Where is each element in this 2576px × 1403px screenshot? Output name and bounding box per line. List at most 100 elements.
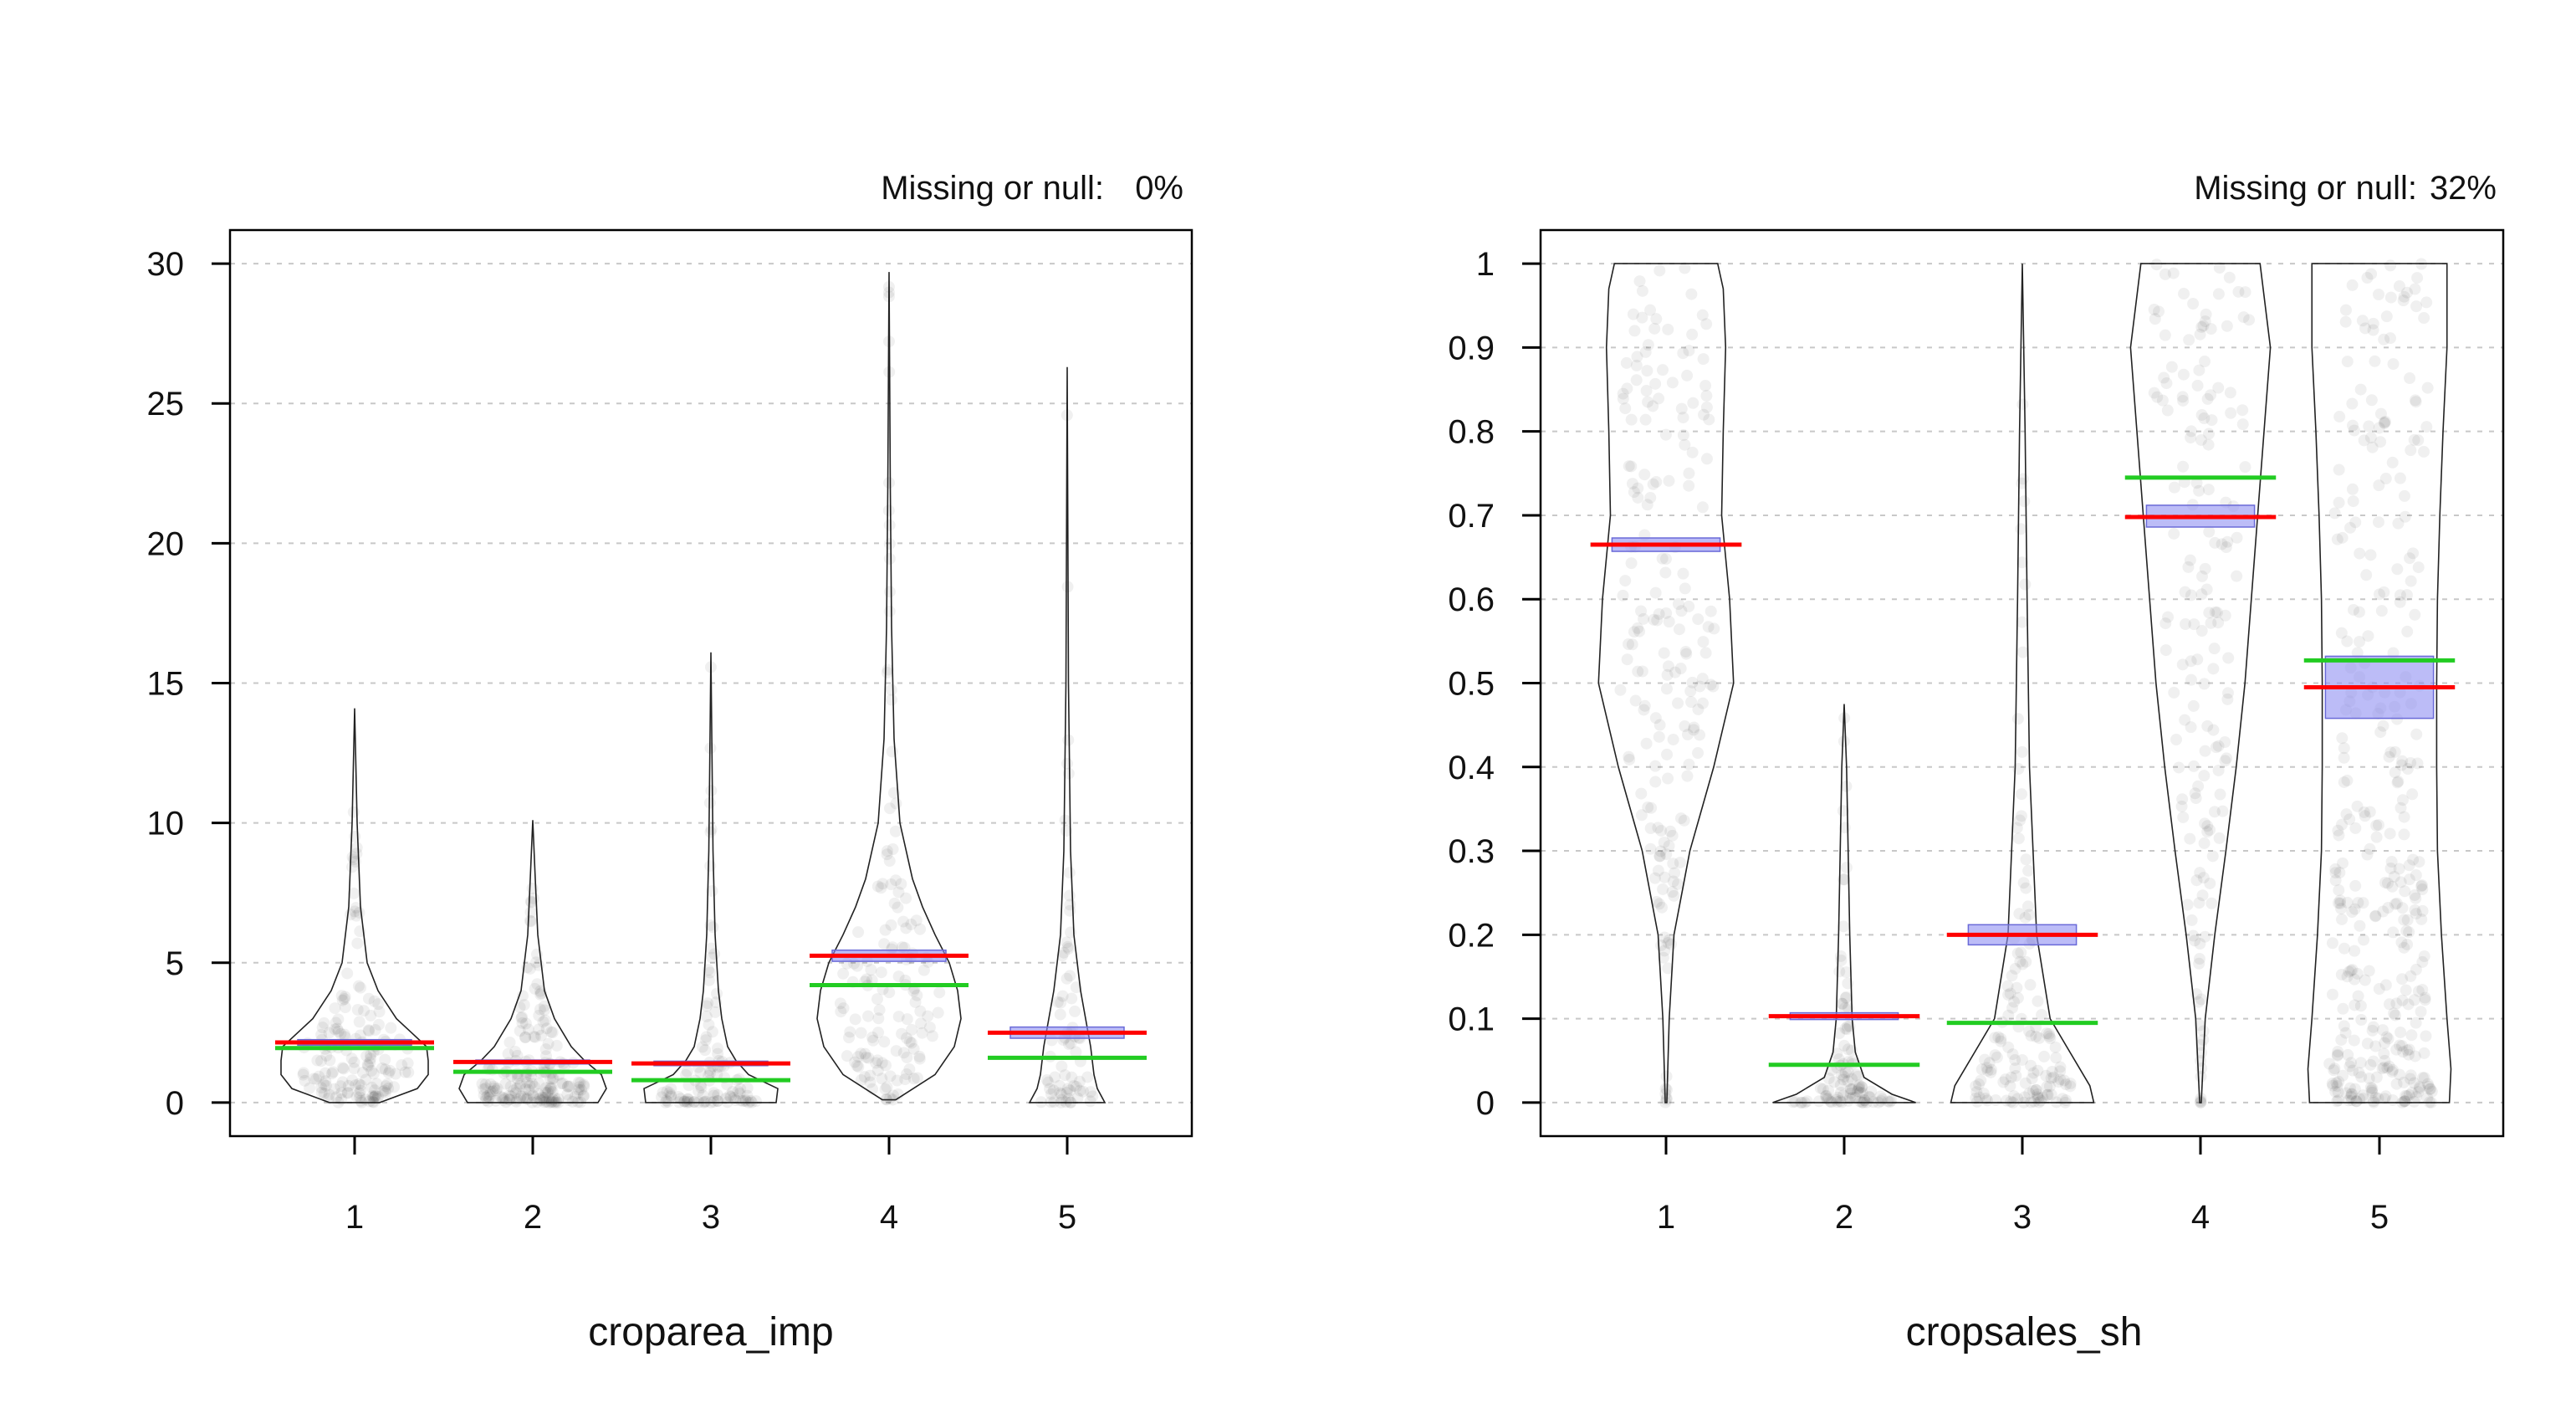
data-point bbox=[2224, 387, 2236, 399]
data-point bbox=[687, 1095, 700, 1108]
data-point bbox=[2176, 391, 2189, 403]
data-point bbox=[889, 874, 902, 887]
data-point bbox=[1842, 1043, 1854, 1056]
data-point bbox=[2195, 408, 2208, 421]
data-point bbox=[1627, 308, 1639, 320]
data-point bbox=[1629, 694, 1642, 707]
data-point bbox=[2162, 611, 2175, 623]
data-point bbox=[1653, 264, 1666, 277]
data-point bbox=[315, 1086, 328, 1098]
data-point bbox=[1997, 1076, 2010, 1088]
data-point bbox=[1055, 1060, 1068, 1073]
data-point bbox=[330, 1091, 343, 1103]
data-point bbox=[1812, 1095, 1825, 1108]
data-point bbox=[338, 993, 350, 1006]
data-point bbox=[2410, 963, 2422, 975]
data-point bbox=[2207, 724, 2220, 736]
data-point bbox=[575, 1083, 587, 1096]
data-point bbox=[2400, 286, 2413, 299]
data-point bbox=[2410, 728, 2423, 740]
data-point bbox=[2329, 874, 2342, 887]
data-point bbox=[2378, 416, 2390, 428]
data-point bbox=[524, 914, 536, 927]
data-point bbox=[350, 1090, 363, 1103]
data-point bbox=[349, 830, 361, 842]
data-point bbox=[1617, 589, 1629, 602]
data-point bbox=[1070, 1080, 1082, 1093]
data-point bbox=[516, 1011, 529, 1023]
data-point bbox=[487, 1085, 499, 1098]
data-point bbox=[2357, 897, 2369, 909]
data-point bbox=[2416, 904, 2429, 917]
data-point bbox=[319, 1067, 331, 1079]
data-point bbox=[2384, 827, 2396, 840]
data-point bbox=[2027, 1084, 2039, 1097]
data-point bbox=[2020, 955, 2032, 968]
data-point bbox=[2025, 1059, 2037, 1072]
data-point bbox=[2195, 588, 2208, 601]
data-point bbox=[2043, 1030, 2056, 1042]
data-point bbox=[2005, 1071, 2017, 1083]
data-point bbox=[2396, 994, 2409, 1006]
x-tick-label: 3 bbox=[702, 1199, 720, 1236]
data-point bbox=[883, 855, 896, 868]
data-point bbox=[369, 1024, 381, 1037]
data-point bbox=[2337, 1069, 2349, 1082]
jitter-points bbox=[834, 280, 946, 1106]
x-tick-label: 2 bbox=[524, 1199, 542, 1236]
data-point bbox=[2377, 905, 2389, 918]
data-point bbox=[1677, 567, 1689, 580]
data-point bbox=[2340, 808, 2353, 821]
data-point bbox=[1056, 990, 1069, 1002]
data-point bbox=[2343, 1060, 2356, 1073]
data-point bbox=[2177, 368, 2190, 381]
data-point bbox=[1837, 735, 1850, 748]
data-point bbox=[661, 1085, 673, 1098]
data-point bbox=[2193, 484, 2205, 497]
data-point bbox=[851, 960, 863, 972]
data-point bbox=[2333, 829, 2345, 842]
data-point bbox=[879, 1083, 892, 1095]
data-point bbox=[1989, 1049, 2001, 1062]
data-point bbox=[2346, 964, 2359, 976]
data-point bbox=[2176, 658, 2189, 671]
data-point bbox=[1085, 1086, 1097, 1098]
data-point bbox=[2390, 897, 2403, 909]
data-point bbox=[488, 1080, 500, 1093]
x-tick-label: 5 bbox=[2370, 1199, 2389, 1236]
data-point bbox=[2418, 1047, 2430, 1059]
data-point bbox=[2206, 850, 2219, 863]
data-point bbox=[2032, 995, 2044, 1007]
data-point bbox=[2040, 1069, 2052, 1082]
data-point bbox=[698, 1095, 711, 1108]
violin-shape bbox=[816, 272, 962, 1101]
data-point bbox=[2330, 1077, 2343, 1089]
data-point bbox=[885, 694, 897, 706]
data-point bbox=[1990, 1094, 2002, 1107]
data-point bbox=[476, 1078, 488, 1090]
data-point bbox=[1686, 676, 1699, 689]
data-point bbox=[540, 1050, 553, 1062]
data-point bbox=[534, 985, 547, 997]
data-point bbox=[712, 1095, 724, 1108]
data-point bbox=[860, 1051, 872, 1063]
data-point bbox=[2199, 745, 2211, 757]
data-point bbox=[2364, 1058, 2377, 1071]
data-point bbox=[337, 1062, 350, 1075]
data-point bbox=[1789, 1095, 1802, 1108]
data-point bbox=[335, 1080, 347, 1093]
data-point bbox=[379, 1063, 391, 1076]
data-point bbox=[1628, 325, 1641, 337]
data-point bbox=[887, 786, 900, 799]
data-point bbox=[695, 1082, 708, 1094]
data-point bbox=[2219, 736, 2231, 749]
data-point bbox=[2203, 607, 2216, 619]
data-point bbox=[2177, 394, 2190, 407]
data-point bbox=[350, 909, 363, 922]
data-point bbox=[483, 1088, 496, 1101]
data-point bbox=[864, 1069, 877, 1082]
data-point bbox=[1692, 613, 1705, 626]
data-point bbox=[2359, 974, 2371, 986]
data-point bbox=[2148, 304, 2160, 316]
data-point bbox=[2347, 419, 2359, 432]
